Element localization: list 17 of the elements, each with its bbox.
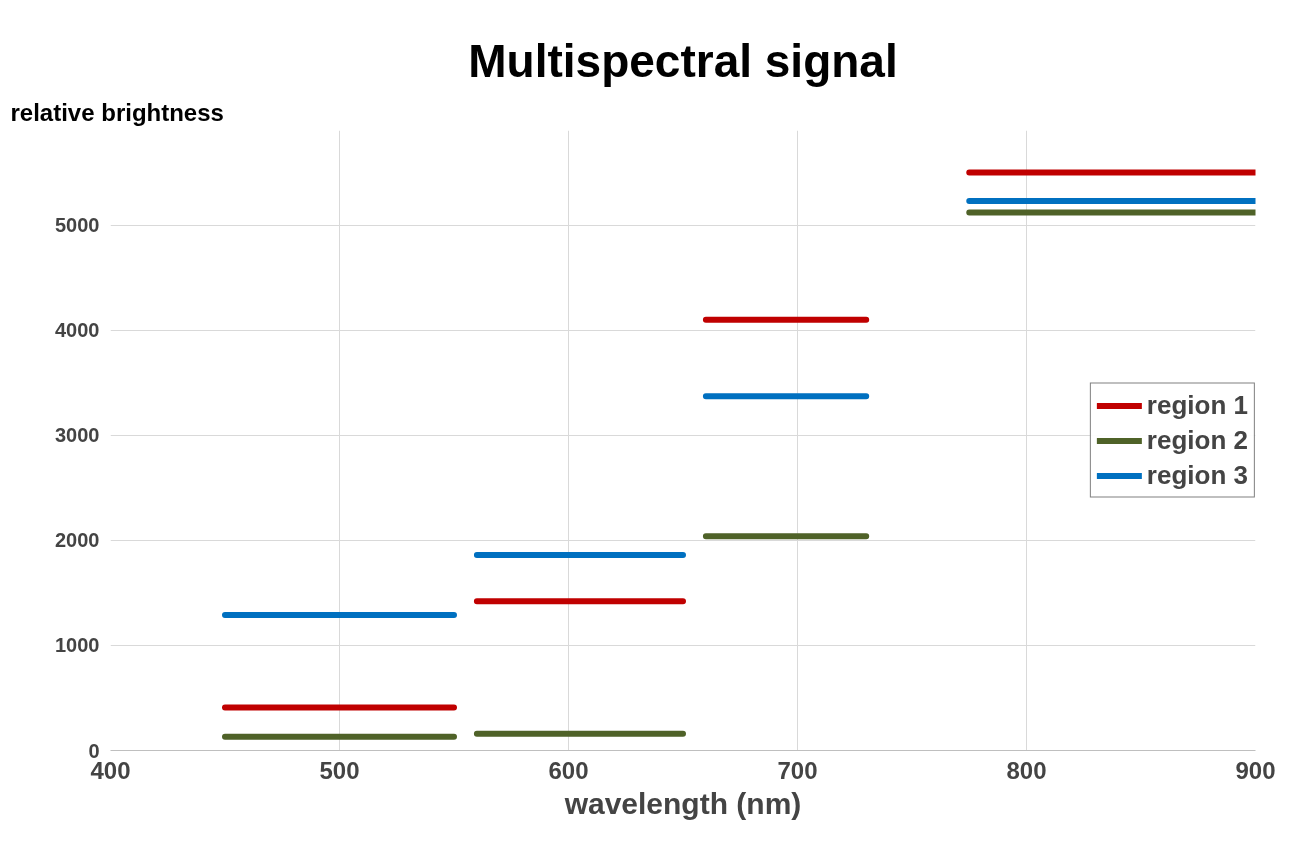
y-tick-label: 2000 (55, 529, 100, 552)
x-tick-label: 600 (548, 756, 589, 784)
x-tick-label: 700 (777, 756, 818, 784)
x-tick-label: 900 (1235, 756, 1276, 784)
y-tick-label: 4000 (55, 319, 100, 342)
chart-title: Multispectral signal (468, 34, 898, 87)
x-axis-title: wavelength (nm) (563, 786, 802, 820)
legend-label: region 3 (1146, 459, 1248, 491)
y-tick-label: 0 (88, 739, 100, 762)
x-tick-label: 500 (319, 756, 360, 784)
y-tick-label: 1000 (55, 634, 100, 657)
y-tick-label: 5000 (55, 214, 100, 237)
legend-label: region 2 (1146, 424, 1248, 456)
y-tick-label: 3000 (55, 424, 100, 447)
legend-label: region 1 (1146, 389, 1248, 421)
x-tick-label: 800 (1006, 756, 1047, 784)
y-axis-title: relative brightness (10, 98, 224, 126)
